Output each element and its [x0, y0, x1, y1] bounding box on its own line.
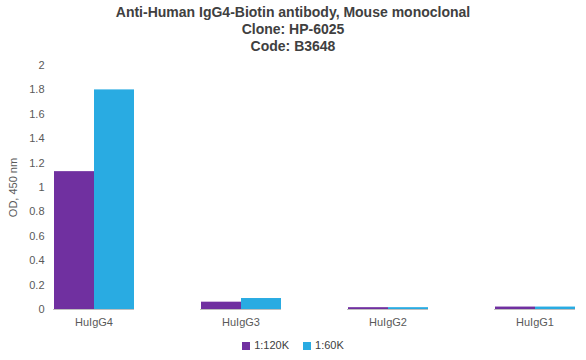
svg-text:HuIgG3: HuIgG3 — [222, 316, 260, 328]
svg-text:HuIgG1: HuIgG1 — [516, 316, 554, 328]
html-text:Clone: HP-6025: Clone: HP-6025 — [241, 21, 345, 37]
svg-text:0.6: 0.6 — [29, 230, 44, 242]
svg-text:HuIgG4: HuIgG4 — [75, 316, 113, 328]
html-text:1:120K: 1:120K — [254, 339, 290, 351]
html-text:Anti-Human IgG4-Biotin antibod: Anti-Human IgG4-Biotin antibody, Mouse m… — [115, 4, 471, 20]
svg-text:0: 0 — [38, 303, 44, 315]
svg-text:1.6: 1.6 — [29, 108, 44, 120]
svg-text:1.8: 1.8 — [29, 83, 44, 95]
svg-text:0.4: 0.4 — [29, 254, 44, 266]
svg-text:1.4: 1.4 — [29, 132, 44, 144]
svg-text:1: 1 — [38, 181, 44, 193]
svg-text:0.8: 0.8 — [29, 205, 44, 217]
svg-text:HuIgG2: HuIgG2 — [369, 316, 407, 328]
svg-text:1.2: 1.2 — [29, 157, 44, 169]
svg-text:OD, 450 nm: OD, 450 nm — [7, 158, 19, 217]
svg-text:2: 2 — [38, 59, 44, 71]
html-text:Code: B3648: Code: B3648 — [250, 38, 336, 54]
html-text:1:60K: 1:60K — [315, 339, 344, 351]
svg-text:0.2: 0.2 — [29, 279, 44, 291]
